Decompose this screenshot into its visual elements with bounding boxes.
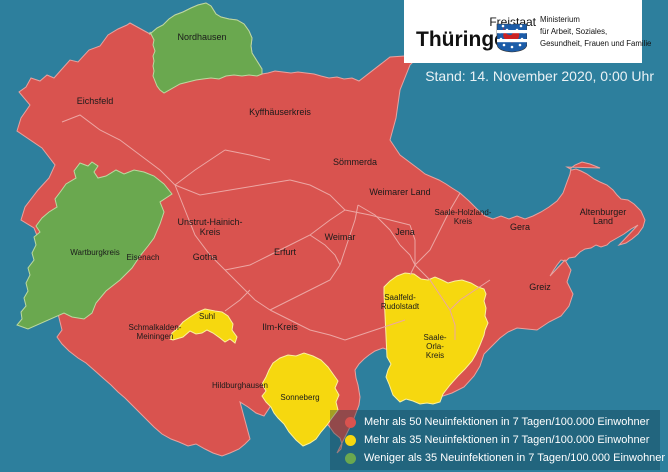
svg-text:Kyffhäuserkreis: Kyffhäuserkreis [249, 107, 311, 117]
svg-text:Erfurt: Erfurt [274, 247, 297, 257]
svg-text:Sonneberg: Sonneberg [280, 393, 319, 402]
svg-text:Greiz: Greiz [529, 282, 551, 292]
svg-text:Kreis: Kreis [426, 351, 444, 360]
svg-text:Hildburghausen: Hildburghausen [212, 381, 268, 390]
svg-text:Eisenach: Eisenach [127, 253, 160, 262]
svg-text:Nordhausen: Nordhausen [177, 32, 226, 42]
svg-text:Schmalkalden-: Schmalkalden- [129, 323, 182, 332]
svg-text:Suhl: Suhl [199, 312, 215, 321]
svg-text:Kreis: Kreis [454, 217, 472, 226]
svg-text:Saale-: Saale- [423, 333, 446, 342]
svg-text:Rudolstadt: Rudolstadt [381, 302, 420, 311]
svg-text:Eichsfeld: Eichsfeld [77, 96, 114, 106]
svg-text:Wartburgkreis: Wartburgkreis [70, 248, 120, 257]
svg-text:Orla-: Orla- [426, 342, 444, 351]
svg-text:Unstrut-Hainich-: Unstrut-Hainich- [177, 217, 242, 227]
svg-text:Weimarer Land: Weimarer Land [369, 187, 430, 197]
svg-text:Kreis: Kreis [200, 227, 221, 237]
svg-text:Ilm-Kreis: Ilm-Kreis [262, 322, 298, 332]
svg-text:Gera: Gera [510, 222, 530, 232]
svg-text:Meiningen: Meiningen [137, 332, 174, 341]
svg-text:Land: Land [593, 216, 613, 226]
svg-text:Jena: Jena [395, 227, 415, 237]
svg-text:Weimar: Weimar [325, 232, 356, 242]
svg-text:Gotha: Gotha [193, 252, 218, 262]
svg-text:Saalfeld-: Saalfeld- [384, 293, 416, 302]
svg-text:Saale-Holzland-: Saale-Holzland- [435, 208, 492, 217]
svg-text:Sömmerda: Sömmerda [333, 157, 377, 167]
